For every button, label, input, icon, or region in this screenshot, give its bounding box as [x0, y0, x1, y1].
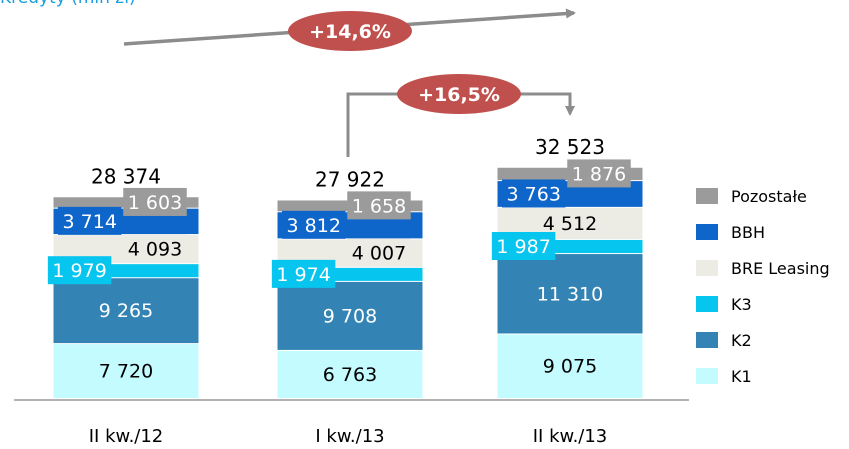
legend-swatch [696, 296, 718, 312]
data-label-box [123, 187, 187, 216]
data-label-box [282, 210, 346, 239]
category-label: I kw./13 [315, 426, 384, 447]
data-label: 6 763 [323, 364, 377, 386]
data-label: 9 075 [543, 356, 597, 378]
data-label: 1 658 [352, 195, 406, 217]
growth-badge [397, 74, 521, 114]
data-label: 4 007 [352, 243, 406, 265]
bar-segment-k1 [277, 350, 423, 398]
data-label-box [347, 191, 411, 220]
labels-layer: 7 720 9 265 1 979 4 093 3 714 1 603 28 374 II k… [47, 135, 631, 447]
bar-segment-k1 [53, 344, 199, 398]
legend-swatch [696, 332, 718, 348]
legend-item: BRE Leasing [696, 258, 830, 278]
data-label: 1 987 [496, 236, 550, 258]
bar-segment-k2 [53, 278, 199, 344]
total-label: 27 922 [315, 167, 385, 191]
data-label: 1 603 [128, 192, 182, 214]
legend-label: K2 [731, 330, 752, 350]
growth-label: +14,6% [309, 21, 391, 43]
total-label: 28 374 [91, 164, 161, 188]
legend-item: K1 [696, 366, 752, 386]
category-label: II kw./12 [89, 426, 164, 447]
legend-label: K3 [731, 294, 752, 314]
total-label: 32 523 [535, 135, 605, 159]
bar-segment-k1 [497, 334, 643, 398]
category-label: II kw./13 [533, 426, 608, 447]
data-label-box [58, 206, 122, 235]
growth-label: +16,5% [418, 84, 500, 106]
legend-item: K2 [696, 330, 752, 350]
data-label: 3 714 [63, 211, 117, 233]
bar-segment-k2 [497, 254, 643, 334]
legend-item: BBH [696, 222, 765, 242]
annotations-layer: +14,6% +16,5% [123, 8, 576, 157]
data-label: 4 512 [543, 213, 597, 235]
legend-item: Pozostałe [696, 186, 807, 206]
data-label-box [271, 259, 336, 288]
legend-label: K1 [731, 366, 752, 386]
chart-title: Kredyty (mln zł) [0, 0, 136, 8]
legend-label: BBH [731, 222, 765, 242]
data-label: 4 093 [128, 239, 182, 261]
data-label: 3 812 [287, 215, 341, 237]
growth-badge [288, 11, 412, 51]
legend-swatch [696, 368, 718, 384]
data-label: 1 979 [52, 260, 106, 282]
data-label-box [123, 234, 187, 263]
data-label-box [567, 159, 631, 188]
data-label-box [47, 256, 112, 285]
bar-segment-k2 [277, 281, 423, 350]
legend-label: Pozostałe [731, 186, 807, 206]
legend-label: BRE Leasing [731, 258, 830, 278]
legend-swatch [696, 224, 718, 240]
data-label: 7 720 [99, 361, 153, 383]
data-label-box [491, 231, 556, 260]
legend-item: K3 [696, 294, 752, 314]
data-label: 9 265 [99, 300, 153, 322]
data-label: 1 974 [276, 264, 330, 286]
legend-swatch [696, 188, 718, 204]
data-label: 1 876 [572, 163, 626, 185]
data-label-box [347, 238, 411, 267]
data-label: 9 708 [323, 305, 377, 327]
data-label: 3 763 [507, 183, 561, 205]
data-label: 11 310 [537, 283, 603, 305]
legend-swatch [696, 260, 718, 276]
data-label-box [502, 179, 566, 208]
